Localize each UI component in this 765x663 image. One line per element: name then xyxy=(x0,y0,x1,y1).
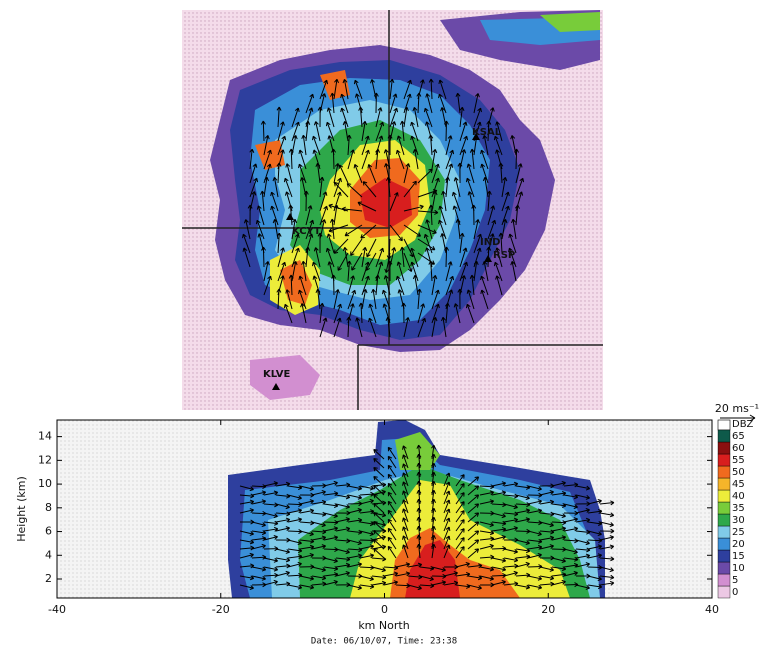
colorbar-cell xyxy=(718,574,730,586)
colorbar-label: 0 xyxy=(732,587,738,598)
x-tick-label: 0 xyxy=(381,603,388,616)
colorbar-label: 55 xyxy=(732,455,745,466)
x-tick-label: 20 xyxy=(541,603,555,616)
y-tick-label: 12 xyxy=(38,453,52,466)
page: {"map": {"stations": ["KSAL", "KCYT", "I… xyxy=(0,0,765,663)
y-axis-label: Height (km) xyxy=(15,476,28,542)
figure: KSAL KCYT IND RSP KLVE -40 -20 0 20 40 2 4 6 8 10… xyxy=(0,0,765,663)
x-tick-label: 40 xyxy=(705,603,719,616)
y-tick-label: 4 xyxy=(45,548,52,561)
y-tick-label: 14 xyxy=(38,430,52,443)
colorbar-cell xyxy=(718,550,730,562)
station-label: IND xyxy=(480,237,500,248)
x-tick-label: -20 xyxy=(212,603,230,616)
colorbar-cell xyxy=(718,562,730,574)
colorbar: DBZ 05101520253035404550556065 xyxy=(718,419,754,598)
colorbar-cell xyxy=(718,586,730,598)
colorbar-label: 20 xyxy=(732,539,745,550)
station-label: KCYT xyxy=(292,226,321,237)
colorbar-label: 50 xyxy=(732,467,745,478)
station-label: RSP xyxy=(493,250,515,261)
colorbar-cap xyxy=(718,420,730,430)
colorbar-cell xyxy=(718,526,730,538)
colorbar-cell xyxy=(718,478,730,490)
colorbar-label: 45 xyxy=(732,479,745,490)
y-tick-label: 10 xyxy=(38,477,52,490)
y-tick-label: 2 xyxy=(45,572,52,585)
plan-view-map: KSAL KCYT IND RSP KLVE xyxy=(182,10,603,410)
colorbar-label: 15 xyxy=(732,551,745,562)
colorbar-cell xyxy=(718,466,730,478)
colorbar-label: 65 xyxy=(732,431,745,442)
colorbar-label: 40 xyxy=(732,491,745,502)
y-tick-label: 6 xyxy=(45,525,52,538)
colorbar-cell xyxy=(718,454,730,466)
colorbar-label: 30 xyxy=(732,515,745,526)
colorbar-cell xyxy=(718,538,730,550)
vector-scale-label: 20 ms⁻¹ xyxy=(715,402,759,415)
x-tick-label: -40 xyxy=(48,603,66,616)
colorbar-cell xyxy=(718,514,730,526)
colorbar-title: DBZ xyxy=(732,419,754,430)
colorbar-cell xyxy=(718,442,730,454)
station-label: KSAL xyxy=(472,127,502,138)
caption: Date: 06/10/07, Time: 23:38 xyxy=(311,637,457,647)
colorbar-label: 10 xyxy=(732,563,745,574)
colorbar-label: 5 xyxy=(732,575,738,586)
colorbar-cell xyxy=(718,490,730,502)
colorbar-label: 35 xyxy=(732,503,745,514)
x-axis-label: km North xyxy=(358,619,409,632)
station-label: KLVE xyxy=(263,369,290,380)
colorbar-cell xyxy=(718,430,730,442)
y-tick-label: 8 xyxy=(45,501,52,514)
colorbar-label: 25 xyxy=(732,527,745,538)
colorbar-label: 60 xyxy=(732,443,745,454)
colorbar-cell xyxy=(718,502,730,514)
